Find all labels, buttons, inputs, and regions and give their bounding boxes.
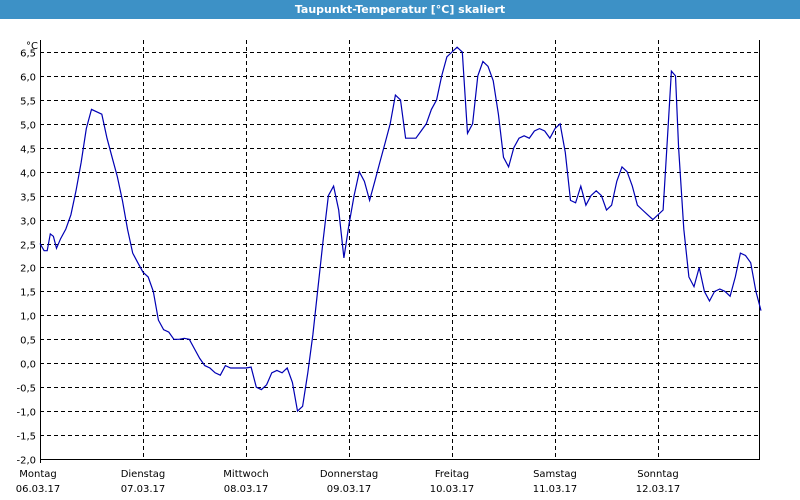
y-tick-label: 4,0 <box>20 169 36 180</box>
x-tick-date-label: 08.03.17 <box>224 484 269 495</box>
x-tick-date-label: 06.03.17 <box>16 484 61 495</box>
y-tick-label: 4,5 <box>20 145 36 156</box>
y-tick-label: -2,0 <box>16 456 36 467</box>
y-axis-unit-label: °C <box>26 41 38 52</box>
y-tick-label: 6,0 <box>20 73 36 84</box>
y-tick-label: 1,5 <box>20 288 36 299</box>
y-tick-label: 0,0 <box>20 360 36 371</box>
x-tick-day-label: Mittwoch <box>223 469 268 480</box>
y-tick-label: -1,0 <box>16 408 36 419</box>
x-tick-date-label: 09.03.17 <box>327 484 372 495</box>
y-tick-label: 5,5 <box>20 97 36 108</box>
y-tick-label: 2,0 <box>20 264 36 275</box>
y-tick-label: 5,0 <box>20 121 36 132</box>
x-tick-date-label: 07.03.17 <box>121 484 166 495</box>
x-tick-day-label: Samstag <box>533 469 577 480</box>
chart-title: Taupunkt-Temperatur [°C] skaliert <box>0 0 800 19</box>
x-tick-day-label: Dienstag <box>121 469 166 480</box>
x-tick-day-label: Donnerstag <box>320 469 378 480</box>
y-tick-label: 3,5 <box>20 193 36 204</box>
series-line <box>39 46 762 413</box>
x-tick-date-label: 12.03.17 <box>636 484 681 495</box>
y-tick-label: 0,5 <box>20 336 36 347</box>
x-tick-date-label: 10.03.17 <box>430 484 475 495</box>
x-tick-day-label: Freitag <box>435 469 469 480</box>
x-tick-day-label: Montag <box>19 469 56 480</box>
y-tick-label: -1,5 <box>16 432 36 443</box>
y-tick-label: 2,5 <box>20 241 36 252</box>
dewpoint-chart: 6,5 6,0 5,5 5,0 4,5 4,0 3,5 3,0 2,5 2,0 1,5 1,0 0,5 0… <box>16 40 762 495</box>
x-tick-day-label: Sonntag <box>637 469 679 480</box>
x-tick-date-label: 11.03.17 <box>533 484 578 495</box>
y-tick-label: 1,0 <box>20 312 36 323</box>
y-tick-label: 3,0 <box>20 217 36 228</box>
y-tick-label: -0,5 <box>16 384 36 395</box>
y-tick-label: 6,5 <box>20 49 36 60</box>
